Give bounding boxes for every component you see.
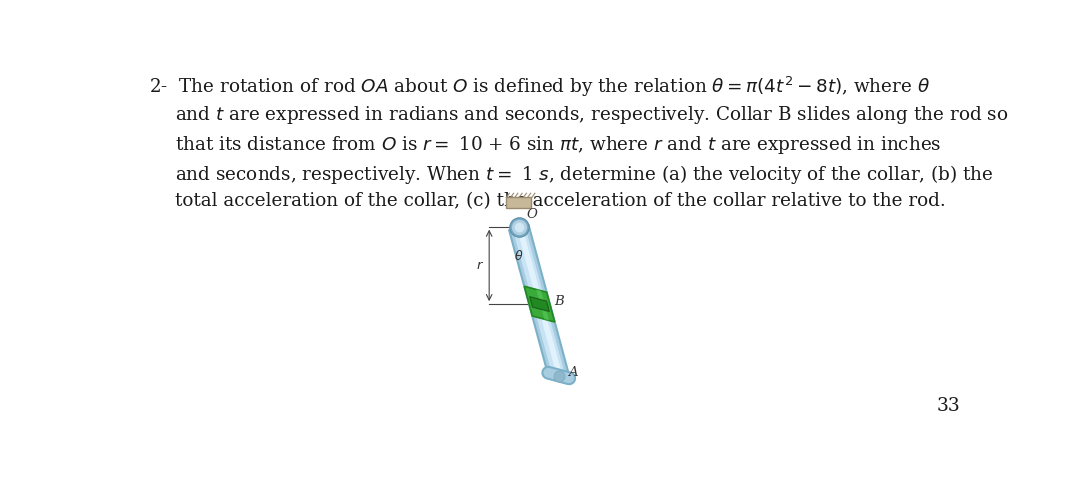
Text: B: B xyxy=(554,294,564,307)
Text: total acceleration of the collar, (c) the acceleration of the collar relative to: total acceleration of the collar, (c) th… xyxy=(175,192,946,210)
Text: $r$: $r$ xyxy=(475,259,484,272)
Text: and $t$ are expressed in radians and seconds, respectively. Collar B slides alon: and $t$ are expressed in radians and sec… xyxy=(175,104,1009,126)
Polygon shape xyxy=(507,197,531,208)
Text: 33: 33 xyxy=(937,397,961,414)
Text: A: A xyxy=(568,366,578,379)
Text: 2-  The rotation of rod $OA$ about $O$ is defined by the relation $\theta = \pi(: 2- The rotation of rod $OA$ about $O$ is… xyxy=(149,75,930,99)
Text: $\theta$: $\theta$ xyxy=(514,249,524,263)
Text: that its distance from $O$ is $r = $ 10 + 6 sin $\pi t$, where $r$ and $t$ are e: that its distance from $O$ is $r = $ 10 … xyxy=(175,133,942,156)
Polygon shape xyxy=(537,290,549,320)
Polygon shape xyxy=(524,286,555,322)
Polygon shape xyxy=(529,297,550,312)
Text: and seconds, respectively. When $t = $ 1 $s$, determine (a) the velocity of the : and seconds, respectively. When $t = $ 1… xyxy=(175,163,994,186)
Text: O: O xyxy=(526,207,537,221)
